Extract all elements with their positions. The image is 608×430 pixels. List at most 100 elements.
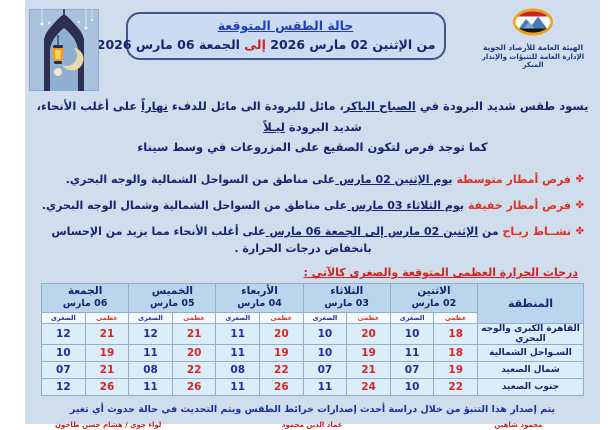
temp-cell: 20 (171, 344, 217, 363)
signature-central-admin-head: عماد الدين محمود رئيس الإدارة المركزية ل… (234, 420, 391, 430)
temp-cell: 10 (302, 344, 348, 363)
forecast-bullet-rain-moderate: ✤ فرص أمطار متوسطة يوم الإثنين 02 مارس عل… (35, 171, 584, 188)
temp-cell: 26 (84, 378, 130, 397)
bullet-highlight: فرص أمطار متوسطة (452, 173, 571, 187)
day-name: الاثنين (417, 285, 451, 298)
date-range-from: من الإثنين 02 مارس 2026 (265, 37, 436, 52)
table-title: درجات الحرارة العظمى المتوقعة والصغرى كا… (303, 266, 579, 280)
bullet-highlight: فرص أمطار خفيفة (463, 199, 571, 213)
temp-cell: 19 (346, 344, 391, 363)
page-title: حالة الطقس المتوقعة (217, 18, 354, 33)
day-date: 03 مارس (324, 298, 369, 310)
region-cell: السـواحل الشمالية (477, 344, 584, 363)
bullet-highlight: نشــاط ريـاح (498, 225, 571, 239)
signature-board-chairman: لواء جوي / هشام حسن طاحون رئيس مجلس الإد… (55, 420, 161, 430)
temp-cell: 07 (302, 361, 348, 380)
region-cell: جنوب الصعيد (477, 378, 584, 397)
temp-cell: 12 (41, 323, 86, 346)
agency-block: الهيئة العامة للأرصاد الجوية الإدارة الع… (472, 7, 594, 69)
header: الهيئة العامة للأرصاد الجوية الإدارة الع… (25, 0, 600, 91)
bullet-text: على مناطق من السواحل الشمالية والوجه الب… (65, 173, 336, 187)
table-row: القاهرة الكبرى والوجه البحري 18 10 20 10 2… (41, 323, 584, 346)
signature-name: لواء جوي / هشام حسن طاحون (55, 421, 162, 430)
temp-cell: 18 (433, 323, 478, 346)
bullet-text: من (478, 225, 499, 239)
temp-cell: 10 (302, 323, 348, 346)
temp-cell: 11 (215, 323, 261, 346)
min-label: الصغرى (215, 312, 261, 325)
table-row: جنوب الصعيد 22 10 24 11 26 11 26 11 26 12 (41, 378, 584, 397)
day-header-wednesday: الأربعاء 04 مارس (215, 283, 304, 314)
temp-cell: 08 (128, 361, 173, 380)
temp-cell: 24 (346, 378, 391, 397)
forecast-bullet-wind: ✤ نشــاط ريـاح من الإثنين 02 مارس إلى الج… (35, 223, 584, 257)
temp-cell: 12 (41, 378, 86, 397)
region-cell: القاهرة الكبرى والوجه البحري (477, 323, 584, 346)
day-header-tuesday: الثلاثاء 03 مارس (302, 283, 391, 314)
temp-cell: 19 (433, 361, 478, 380)
bullet-date: يوم الثلاثاء 03 مارس (347, 199, 464, 213)
min-label: الصغرى (389, 312, 435, 325)
table-row: شمال الصعيد 19 07 21 07 22 08 22 08 21 07 (41, 361, 584, 380)
temp-cell: 10 (41, 344, 86, 363)
temp-cell: 21 (84, 361, 130, 380)
day-header-thursday: الخميس 05 مارس (128, 283, 217, 314)
bullet-date: الإثنين 02 مارس إلى الجمعة 06 مارس (265, 225, 479, 239)
temp-cell: 07 (389, 361, 435, 380)
day-date: 02 مارس (411, 298, 457, 310)
date-range-rest: الجمعة 06 مارس 2026 (96, 37, 245, 52)
bullet-text: على أغلب الأنحاء مما يزيد من الإحساس (51, 225, 266, 239)
date-range-to-word: إلى (244, 37, 266, 52)
day-name: الخميس (151, 285, 193, 298)
bullet-text-line2: بانخفاض درجات الحرارة . (234, 242, 372, 256)
bullet-date: يوم الإثنين 02 مارس (335, 173, 453, 187)
temp-cell: 11 (389, 344, 435, 363)
day-header-monday: الاثنين 02 مارس (389, 283, 479, 314)
bullet-text: على مناطق من السواحل الشمالية وشمال الوج… (41, 199, 348, 213)
temp-cell: 20 (259, 323, 304, 346)
region-column-header: المنطقة (477, 283, 584, 325)
weather-summary: يسود طقس شديد البرودة في الصباح الباكر، … (25, 96, 600, 158)
temp-cell: 10 (389, 378, 435, 397)
region-cell: شمال الصعيد (477, 361, 584, 380)
date-range: من الإثنين 02 مارس 2026 إلى الجمعة 06 ما… (97, 37, 436, 52)
summary-text: ، مائل للبرودة الى مائل للدفء (167, 99, 344, 113)
temp-cell: 22 (171, 361, 217, 380)
max-label: عظمى (84, 312, 130, 325)
signature-forecast-director: محمود شاهين مدير عام التنبؤات والإنذار ا… (463, 420, 574, 430)
weather-bulletin: الهيئة العامة للأرصاد الجوية الإدارة الع… (25, 0, 600, 429)
temp-cell: 21 (171, 323, 217, 346)
ramadan-lantern-illustration-icon (29, 9, 99, 91)
temp-cell: 22 (433, 378, 478, 397)
signatures: محمود شاهين مدير عام التنبؤات والإنذار ا… (25, 415, 600, 430)
max-label: عظمى (171, 312, 217, 325)
temp-cell: 19 (84, 344, 130, 363)
forecast-bullets: ✤ فرص أمطار متوسطة يوم الإثنين 02 مارس عل… (25, 158, 600, 257)
table-subheader-row: عظمى الصغرى عظمى الصغرى عظمى الصغرى عظمى الص… (41, 312, 584, 325)
temp-cell: 21 (346, 361, 391, 380)
title-box: حالة الطقس المتوقعة من الإثنين 02 مارس 2… (97, 12, 446, 60)
temp-cell: 26 (259, 378, 304, 397)
day-date: 04 مارس (237, 298, 282, 310)
temp-cell: 19 (259, 344, 304, 363)
max-label: عظمى (259, 312, 304, 325)
bullet-marker-icon: ✤ (575, 174, 584, 186)
summary-underlined: الصباح الباكر (343, 99, 416, 113)
day-header-friday: الجمعة 06 مارس (40, 283, 130, 314)
table-header-row: المنطقة الاثنين 02 مارس الثلاثاء 03 مارس ا… (40, 283, 584, 325)
day-name: الثلاثاء (330, 285, 364, 298)
summary-text: على أغلب الأنحاء، شديد البرودة (36, 99, 362, 134)
day-date: 05 مارس (150, 298, 195, 310)
temp-cell: 22 (259, 361, 304, 380)
temp-cell: 11 (302, 378, 348, 397)
min-label: الصغرى (41, 312, 86, 325)
temp-cell: 11 (128, 344, 173, 363)
met-authority-logo-icon (513, 8, 553, 36)
day-date: 06 مارس (62, 298, 108, 310)
bullet-marker-icon: ✤ (575, 226, 584, 238)
agency-name: الهيئة العامة للأرصاد الجوية (482, 43, 584, 52)
temp-cell: 18 (433, 344, 478, 363)
temp-cell: 08 (215, 361, 261, 380)
max-label: عظمى (433, 312, 478, 325)
